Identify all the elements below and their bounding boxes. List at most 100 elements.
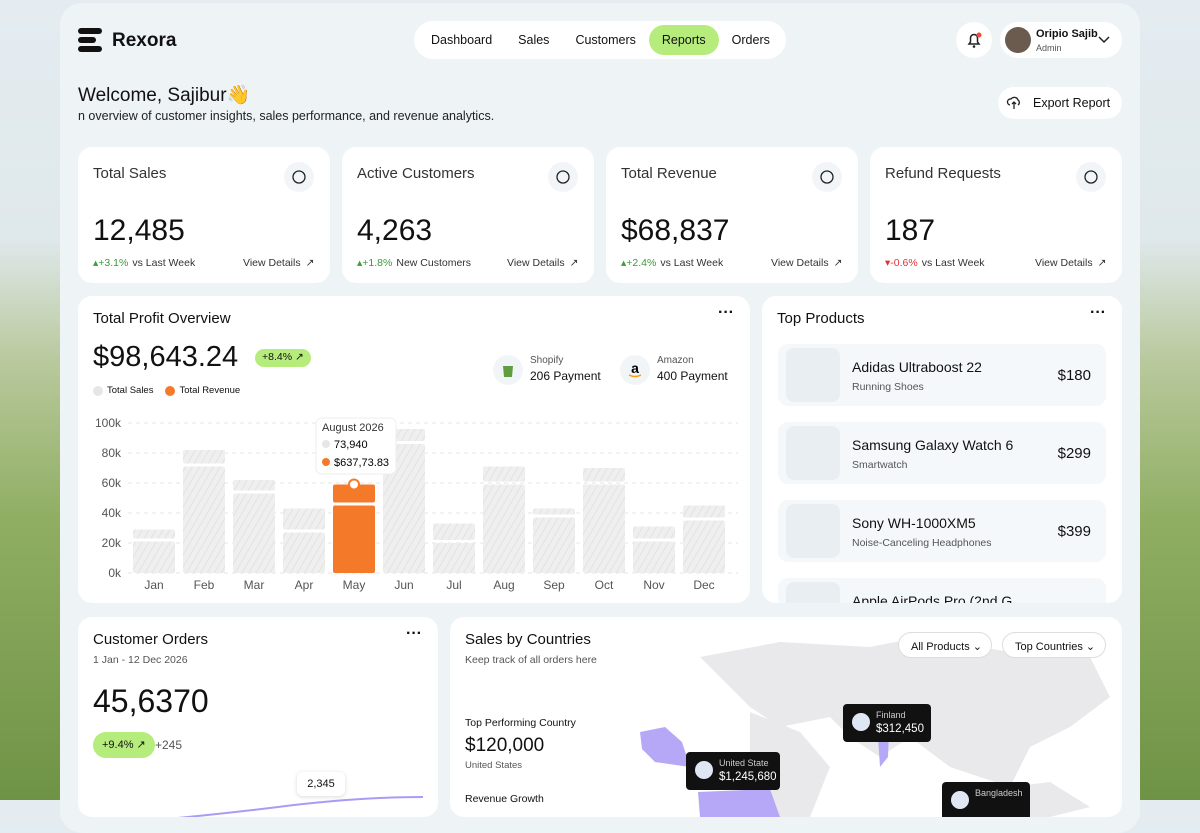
stat-note: vs Last Week	[132, 257, 196, 269]
more-button[interactable]: ···	[406, 625, 422, 642]
pin-value: $1,245,680	[719, 771, 777, 783]
filter-dropdown[interactable]: All Products ⌄	[898, 632, 992, 658]
icon-glyph	[556, 170, 570, 184]
stat-label: Total Revenue	[621, 165, 717, 182]
notification-button[interactable]	[956, 22, 992, 58]
view-details[interactable]: View Details ↗	[771, 257, 842, 269]
profit-badge: +8.4% ↗	[255, 349, 311, 367]
product-row: Adidas Ultraboost 22 Running Shoes $180	[778, 344, 1106, 406]
chevron	[1098, 36, 1110, 44]
view-details[interactable]: View Details ↗	[243, 257, 314, 269]
x-tick-label: Feb	[194, 578, 215, 592]
bar-segment	[483, 484, 525, 573]
view-details[interactable]: View Details ↗	[1035, 257, 1106, 269]
svg-text:a: a	[631, 360, 639, 376]
icon-glyph	[292, 170, 306, 184]
more-button[interactable]: ···	[1090, 304, 1106, 321]
bar-segment	[583, 468, 625, 482]
amazon-glyph: a	[628, 360, 642, 378]
user-menu[interactable]: Oripio Sajib Admin	[1000, 22, 1122, 58]
y-tick-label: 0k	[108, 566, 122, 580]
amazon-icon: a	[620, 355, 650, 385]
link-arrow: ↗	[1097, 257, 1107, 269]
stat-change: +3.1%	[98, 257, 129, 269]
stat-change: +1.8%	[362, 257, 393, 269]
stat-change: -0.6%	[890, 257, 918, 269]
stat-note: New Customers	[396, 257, 472, 269]
legend-swatch	[165, 385, 176, 396]
product-price: $180	[1057, 367, 1091, 384]
x-tick-label: Nov	[643, 578, 664, 592]
badge-text: +8.4%	[262, 351, 293, 363]
tooltip-swatch	[322, 440, 330, 448]
nav-item[interactable]: Sales	[518, 33, 550, 47]
tooltip-title: August 2026	[322, 422, 384, 434]
more-button[interactable]: ···	[718, 304, 734, 321]
shopify-icon	[493, 355, 523, 385]
stat-change-row: ▴+3.1% vs Last Week	[93, 257, 195, 269]
y-tick-label: 60k	[102, 476, 122, 490]
welcome-subtitle: n overview of customer insights, sales p…	[78, 109, 495, 123]
bar-segment	[233, 493, 275, 573]
x-tick-label: Oct	[595, 578, 614, 592]
bell-icon	[967, 32, 982, 48]
stat-value: 187	[885, 214, 936, 247]
nav-item[interactable]: Reports	[648, 25, 719, 55]
avatar	[1005, 27, 1031, 53]
product-name: Adidas Ultraboost 22	[852, 359, 982, 375]
bar-segment	[683, 520, 725, 573]
pin-country: Finland	[876, 710, 906, 720]
pin-country: Bangladesh	[975, 788, 1023, 798]
stat-icon	[284, 162, 314, 192]
nav-item[interactable]: Orders	[731, 33, 770, 47]
y-tick-label: 100k	[95, 416, 122, 430]
trend-arrow: ▴	[93, 257, 99, 269]
stat-change-row: ▴+2.4% vs Last Week	[621, 257, 723, 269]
shopify-glyph	[503, 366, 513, 377]
bar-segment	[433, 543, 475, 573]
nav-item[interactable]: Dashboard	[431, 33, 493, 47]
link-text: View Details	[1035, 257, 1093, 269]
bar-segment	[333, 484, 375, 503]
filter-label: All Products	[911, 641, 970, 653]
view-details[interactable]: View Details ↗	[507, 257, 578, 269]
bar-segment	[283, 532, 325, 573]
payment-name: Shopify	[530, 355, 564, 366]
stat-value: 4,263	[357, 214, 433, 247]
pin-value: $312,450	[876, 723, 924, 735]
nav-item[interactable]: Customers	[575, 33, 636, 47]
bar-segment	[233, 480, 275, 491]
legend: Total Sales Total Revenue	[93, 385, 240, 396]
bar-segment	[183, 466, 225, 573]
product-name: Sony WH-1000XM5	[852, 515, 976, 531]
y-tick-label: 80k	[102, 446, 122, 460]
world-map	[640, 637, 1110, 817]
export-button[interactable]: Export Report	[998, 87, 1122, 119]
stat-change: +2.4%	[626, 257, 657, 269]
badge-text: +9.4%	[102, 739, 134, 751]
products-title: Top Products	[777, 310, 865, 327]
link-arrow: ↗	[569, 257, 579, 269]
orders-delta: +245	[155, 738, 183, 752]
stat-change-row: ▾-0.6% vs Last Week	[885, 257, 985, 269]
export-label: Export Report	[1033, 96, 1111, 110]
tooltip-swatch	[322, 458, 330, 466]
x-tick-label: Jun	[394, 578, 413, 592]
stat-note: vs Last Week	[921, 257, 985, 269]
orders-title: Customer Orders	[93, 631, 209, 648]
orders-value: 45,6370	[93, 683, 209, 719]
product-category: Smartwatch	[852, 459, 908, 471]
legend-label: Total Sales	[107, 385, 154, 396]
tooltip-sales: 73,940	[334, 439, 368, 451]
stat-card: Total Sales 12,485 ▴+3.1% vs Last Week View …	[78, 147, 330, 283]
product-image	[786, 504, 840, 558]
product-price: $299	[1057, 445, 1091, 462]
link-arrow: ↗	[305, 257, 315, 269]
filter-label: Top Countries	[1015, 641, 1083, 653]
legend-swatch	[93, 385, 103, 396]
link-arrow: ↗	[833, 257, 843, 269]
product-image	[786, 426, 840, 480]
trend-arrow: ▾	[885, 257, 891, 269]
x-tick-label: Dec	[693, 578, 714, 592]
filter-dropdown[interactable]: Top Countries ⌄	[1002, 632, 1106, 658]
